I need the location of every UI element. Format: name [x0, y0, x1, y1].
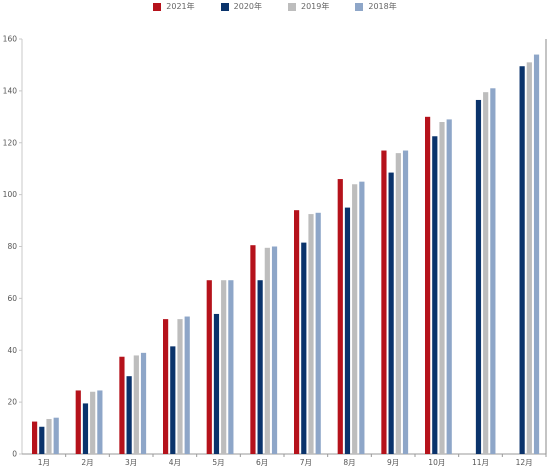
- bar: [388, 172, 394, 454]
- bar: [271, 246, 278, 454]
- legend-item[interactable]: 2021年: [153, 1, 195, 12]
- bar: [352, 184, 358, 454]
- y-tick-label: 140: [3, 86, 18, 95]
- bar: [344, 207, 351, 454]
- x-tick-label: 12月: [516, 458, 533, 467]
- bar: [359, 181, 365, 454]
- bar: [315, 212, 321, 454]
- x-tick-label: 4月: [169, 458, 181, 467]
- bar: [206, 280, 212, 454]
- bar: [53, 417, 59, 454]
- y-tick-label: 60: [7, 294, 17, 303]
- bar: [90, 391, 96, 454]
- bar: [140, 352, 147, 454]
- bar: [439, 122, 445, 454]
- legend-swatch: [355, 2, 364, 11]
- bar: [483, 92, 489, 454]
- bar: [250, 245, 256, 454]
- x-tick-label: 11月: [472, 458, 489, 467]
- x-tick-label: 10月: [428, 458, 445, 467]
- bar: [490, 88, 496, 454]
- x-tick-label: 6月: [256, 458, 268, 467]
- bar: [221, 280, 227, 454]
- x-tick-label: 5月: [212, 458, 224, 467]
- y-tick-label: 160: [3, 35, 18, 44]
- legend-label: 2021年: [166, 2, 195, 11]
- bar: [177, 319, 183, 454]
- x-tick-label: 7月: [300, 458, 312, 467]
- bar: [425, 116, 431, 454]
- bar: [381, 150, 387, 454]
- bar: [395, 153, 401, 454]
- bar: [32, 421, 38, 454]
- bar: [184, 316, 190, 454]
- bar: [432, 136, 438, 454]
- x-tick-label: 1月: [38, 458, 50, 467]
- legend-item[interactable]: 2019年: [288, 1, 329, 12]
- bar: [170, 346, 176, 454]
- legend: 2021年 2020年 2019年 2018年: [0, 1, 550, 12]
- bar: [39, 426, 45, 454]
- y-tick-label: 80: [7, 242, 17, 251]
- legend-item[interactable]: 2020年: [220, 1, 262, 12]
- x-tick-label: 3月: [125, 458, 137, 467]
- bar: [82, 403, 89, 454]
- y-tick-label: 120: [3, 138, 18, 147]
- y-tick-label: 0: [12, 450, 17, 459]
- bar: [257, 280, 263, 454]
- bar: [294, 210, 300, 454]
- bar: [133, 355, 139, 454]
- bar: [163, 319, 169, 454]
- bar: [337, 179, 343, 454]
- bar: [301, 242, 307, 454]
- x-tick-label: 2月: [81, 458, 93, 467]
- legend-label: 2019年: [301, 2, 330, 11]
- bar: [446, 119, 452, 454]
- y-tick-label: 100: [3, 190, 18, 199]
- bar: [402, 150, 409, 454]
- legend-swatch: [220, 2, 229, 11]
- bar: [97, 390, 103, 454]
- legend-item[interactable]: 2018年: [355, 1, 397, 12]
- bar: [475, 99, 482, 454]
- legend-label: 2018年: [368, 2, 397, 11]
- legend-swatch: [288, 2, 296, 11]
- bar: [46, 418, 52, 454]
- x-tick-label: 8月: [343, 458, 355, 467]
- bar: [213, 313, 220, 454]
- bar: [526, 62, 532, 454]
- legend-swatch: [153, 2, 162, 11]
- bar: [119, 356, 125, 454]
- bar: [264, 247, 270, 454]
- bar: [228, 280, 234, 454]
- x-tick-label: 9月: [387, 458, 399, 467]
- y-tick-label: 20: [7, 398, 17, 407]
- legend-label: 2020年: [233, 2, 262, 11]
- bar: [519, 66, 525, 454]
- bar: [308, 214, 314, 454]
- bar: [75, 390, 81, 454]
- bar: [533, 54, 540, 454]
- bar: [126, 376, 132, 454]
- y-tick-label: 40: [7, 346, 17, 355]
